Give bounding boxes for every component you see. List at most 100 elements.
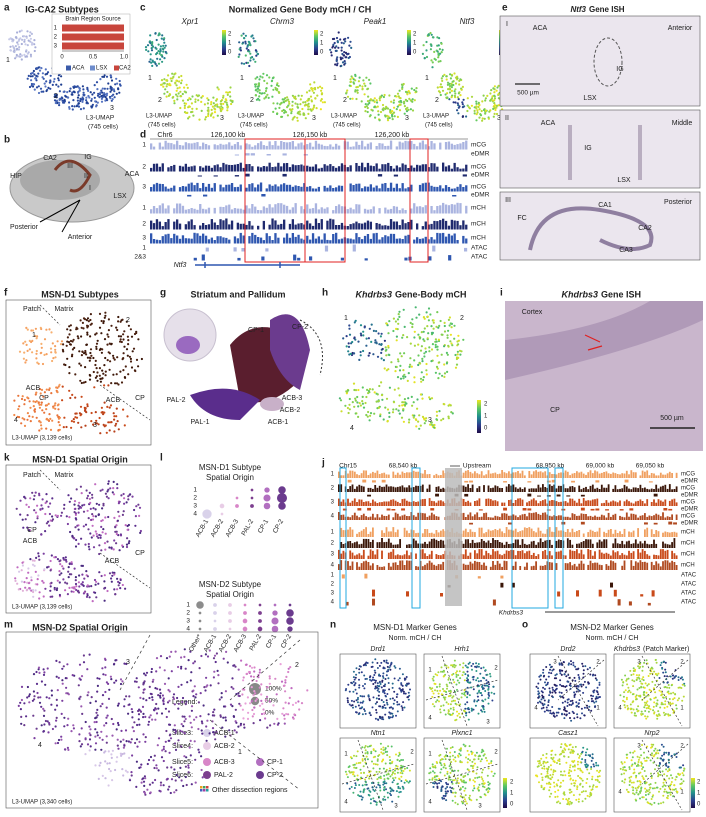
umap-point bbox=[26, 37, 28, 39]
track-signal bbox=[280, 224, 282, 230]
colorbar bbox=[407, 30, 411, 55]
track-signal bbox=[637, 549, 639, 559]
umap-point bbox=[258, 89, 260, 91]
track-signal bbox=[442, 219, 444, 230]
label: 126,100 kb bbox=[211, 132, 246, 139]
dot bbox=[228, 611, 232, 615]
track-signal bbox=[531, 542, 533, 549]
umap-point bbox=[367, 392, 369, 394]
label: ATAC bbox=[681, 582, 697, 588]
umap-point bbox=[103, 364, 105, 366]
track-signal bbox=[150, 168, 152, 172]
umap-point bbox=[63, 417, 65, 419]
umap-point bbox=[37, 67, 39, 69]
track-signal bbox=[594, 499, 596, 506]
label: 3 bbox=[142, 235, 146, 242]
umap-point bbox=[417, 334, 419, 336]
umap-point bbox=[384, 114, 386, 116]
track-signal bbox=[465, 549, 467, 559]
umap-point bbox=[369, 388, 371, 390]
umap-point bbox=[88, 546, 90, 548]
umap-point bbox=[176, 95, 178, 97]
track-signal bbox=[248, 236, 250, 243]
umap-point bbox=[214, 738, 216, 740]
umap-point bbox=[420, 393, 422, 395]
umap-point bbox=[50, 331, 52, 333]
track-signal bbox=[280, 184, 282, 191]
umap-point bbox=[455, 82, 457, 84]
track-signal bbox=[596, 499, 598, 506]
track-signal bbox=[354, 498, 356, 506]
track-signal bbox=[601, 565, 603, 570]
umap-point bbox=[95, 411, 97, 413]
umap-point bbox=[446, 362, 448, 364]
umap-point bbox=[127, 373, 129, 375]
track-signal bbox=[188, 238, 190, 243]
umap-point bbox=[369, 419, 371, 421]
track-signal bbox=[231, 183, 233, 192]
track-signal bbox=[321, 145, 323, 150]
track-signal bbox=[340, 542, 342, 548]
track-signal bbox=[558, 486, 560, 492]
umap-point bbox=[16, 508, 18, 510]
umap-point bbox=[346, 89, 348, 91]
track-signal bbox=[417, 502, 419, 507]
track-signal bbox=[413, 487, 415, 492]
track-signal bbox=[524, 514, 526, 520]
label: IG bbox=[616, 66, 623, 73]
track-signal bbox=[583, 488, 585, 492]
track-signal bbox=[292, 207, 294, 213]
umap-point bbox=[74, 587, 76, 589]
track-signal bbox=[433, 539, 435, 548]
umap-point bbox=[87, 528, 89, 530]
umap-point bbox=[494, 104, 496, 106]
track-signal bbox=[537, 496, 541, 497]
umap-point bbox=[120, 678, 122, 680]
umap-point bbox=[474, 112, 476, 114]
umap-point bbox=[413, 417, 415, 419]
track-signal bbox=[367, 221, 369, 230]
label: 2 bbox=[142, 221, 146, 228]
umap-point bbox=[421, 331, 423, 333]
umap-point bbox=[98, 504, 100, 506]
track-signal bbox=[517, 499, 519, 507]
label: CP bbox=[135, 395, 145, 402]
umap-point bbox=[40, 67, 42, 69]
track-signal bbox=[467, 470, 469, 478]
track-signal bbox=[335, 233, 337, 244]
umap-point bbox=[275, 108, 277, 110]
umap-point bbox=[431, 66, 433, 68]
umap-point bbox=[444, 330, 446, 332]
umap-point bbox=[136, 359, 138, 361]
track-signal bbox=[671, 489, 673, 492]
umap-point bbox=[355, 412, 357, 414]
track-signal bbox=[241, 248, 244, 252]
umap-point bbox=[114, 659, 116, 661]
track-signal bbox=[228, 185, 230, 192]
umap-point bbox=[36, 350, 38, 352]
umap-point bbox=[276, 113, 278, 115]
track-signal bbox=[436, 233, 438, 244]
umap-point bbox=[130, 328, 132, 330]
track-signal bbox=[425, 164, 427, 171]
track-signal bbox=[179, 224, 181, 230]
umap-point bbox=[368, 337, 370, 339]
umap-point bbox=[278, 92, 280, 94]
track-signal bbox=[300, 165, 302, 172]
umap-point bbox=[264, 92, 266, 94]
umap-point bbox=[104, 600, 106, 602]
label: mCH bbox=[681, 541, 695, 547]
track-signal bbox=[306, 204, 308, 213]
track-signal bbox=[422, 533, 424, 537]
label: ACB-2 bbox=[214, 743, 235, 750]
umap-point bbox=[26, 344, 28, 346]
track-signal bbox=[501, 503, 503, 506]
track-signal bbox=[173, 165, 175, 172]
track-signal bbox=[463, 513, 465, 520]
umap-point bbox=[59, 559, 61, 561]
track-signal bbox=[560, 486, 562, 492]
track-signal bbox=[372, 489, 374, 492]
umap-point bbox=[184, 91, 186, 93]
track-signal bbox=[581, 522, 585, 525]
track-signal bbox=[642, 549, 644, 559]
